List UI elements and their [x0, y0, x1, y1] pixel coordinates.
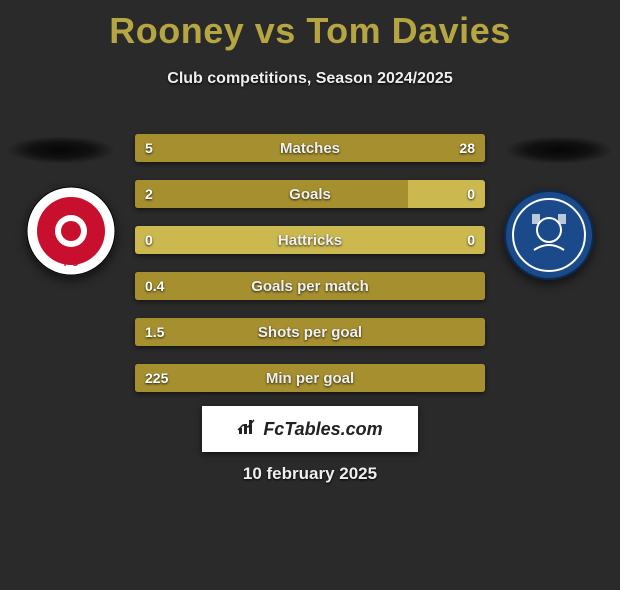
stat-label: Min per goal — [135, 364, 485, 392]
stat-row: 0.4Goals per match — [135, 272, 485, 300]
stat-label: Goals — [135, 180, 485, 208]
stat-row: 20Goals — [135, 180, 485, 208]
stat-row: 00Hattricks — [135, 226, 485, 254]
stat-label: Hattricks — [135, 226, 485, 254]
stat-row: 528Matches — [135, 134, 485, 162]
svg-text:F C: F C — [64, 258, 79, 268]
player-shadow-right — [504, 136, 614, 164]
chart-icon — [237, 418, 257, 441]
player-shadow-left — [6, 136, 116, 164]
fleetwood-town-badge-icon: F T F C — [26, 186, 116, 276]
svg-text:F T: F T — [64, 197, 78, 207]
tranmere-rovers-badge-icon — [504, 190, 594, 280]
stat-row: 1.5Shots per goal — [135, 318, 485, 346]
footer-brand: FcTables.com — [202, 406, 418, 452]
stat-label: Matches — [135, 134, 485, 162]
stat-label: Goals per match — [135, 272, 485, 300]
stats-bars: 528Matches 20Goals 00Hattricks 0.4Goals per… — [135, 134, 485, 410]
club-badge-left: F T F C — [26, 186, 116, 276]
stat-row: 225Min per goal — [135, 364, 485, 392]
date-label: 10 february 2025 — [0, 464, 620, 484]
page-title: Rooney vs Tom Davies — [0, 10, 620, 52]
subtitle: Club competitions, Season 2024/2025 — [0, 70, 620, 88]
club-badge-right — [504, 190, 594, 280]
stat-label: Shots per goal — [135, 318, 485, 346]
footer-brand-text: FcTables.com — [263, 419, 382, 440]
